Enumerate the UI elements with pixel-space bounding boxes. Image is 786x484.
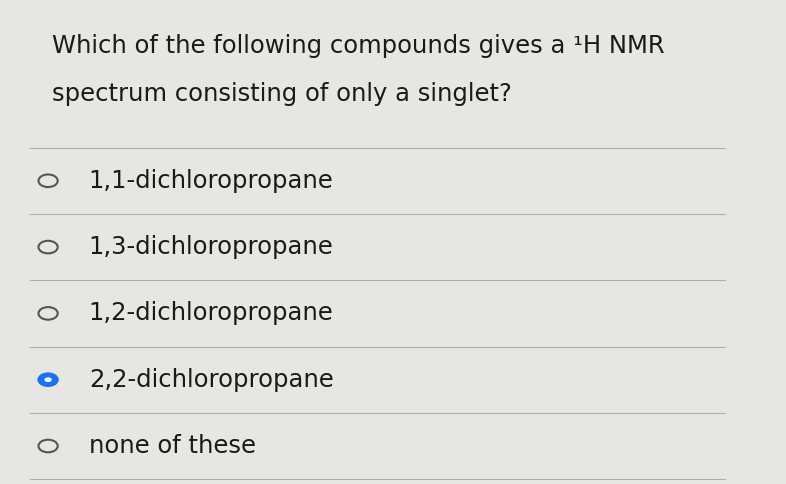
- Circle shape: [39, 374, 57, 386]
- Text: spectrum consisting of only a singlet?: spectrum consisting of only a singlet?: [52, 82, 512, 106]
- Circle shape: [45, 378, 52, 382]
- Text: 1,2-dichloropropane: 1,2-dichloropropane: [89, 302, 333, 325]
- Text: 1,3-dichloropropane: 1,3-dichloropropane: [89, 235, 333, 259]
- Text: none of these: none of these: [89, 434, 255, 458]
- Text: 1,1-dichloropropane: 1,1-dichloropropane: [89, 169, 333, 193]
- Text: Which of the following compounds gives a ¹H NMR: Which of the following compounds gives a…: [52, 34, 664, 58]
- Text: 2,2-dichloropropane: 2,2-dichloropropane: [89, 368, 333, 392]
